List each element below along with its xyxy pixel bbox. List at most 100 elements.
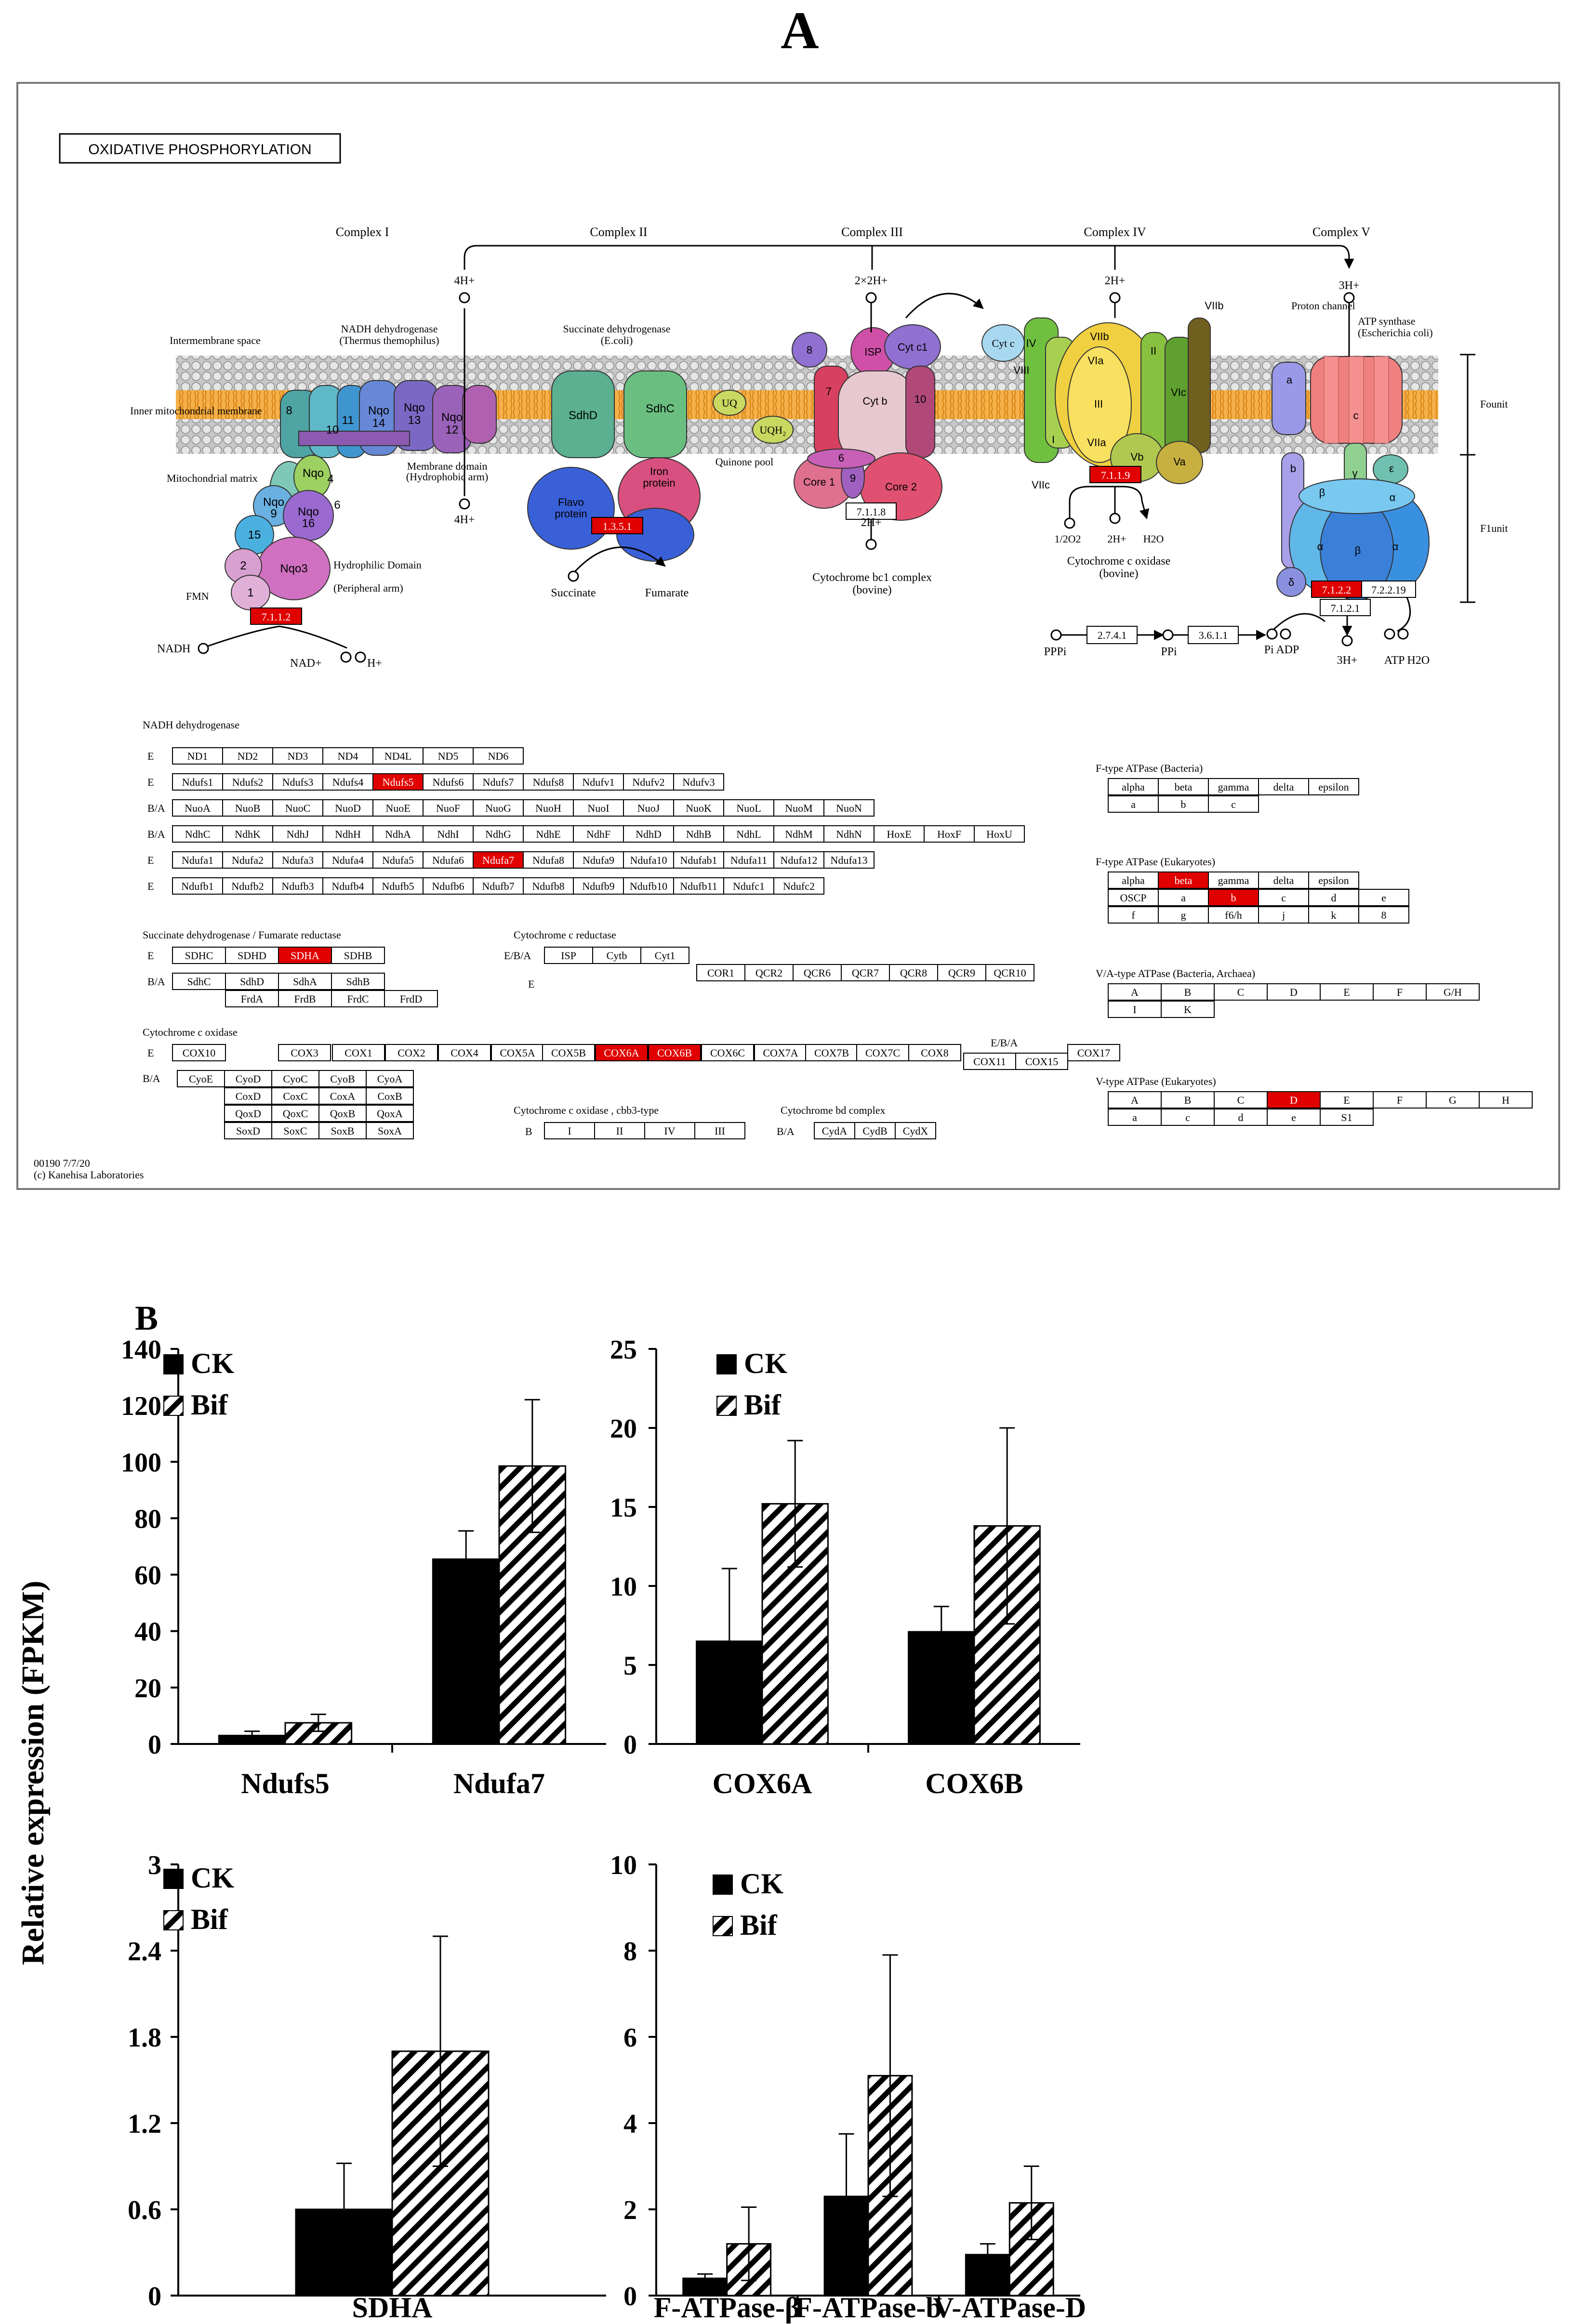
gene-box[interactable]	[1373, 983, 1427, 1001]
gene-box[interactable]	[278, 1044, 331, 1061]
gene-box[interactable]	[423, 825, 474, 843]
gene-box[interactable]	[372, 799, 424, 817]
gene-box[interactable]	[222, 799, 273, 817]
gene-box[interactable]	[1108, 906, 1159, 924]
gene-box[interactable]	[623, 877, 674, 895]
gene-box[interactable]	[473, 877, 524, 895]
gene-box[interactable]	[694, 1122, 745, 1139]
gene-box[interactable]	[895, 1122, 936, 1139]
gene-box[interactable]	[272, 851, 323, 869]
ec-1-3-5-1[interactable]	[591, 517, 643, 534]
gene-box[interactable]	[271, 1070, 319, 1087]
gene-box[interactable]	[623, 799, 674, 817]
gene-box[interactable]	[318, 1087, 367, 1105]
gene-box[interactable]	[318, 1105, 367, 1122]
gene-box[interactable]	[841, 964, 890, 981]
gene-box[interactable]	[1067, 1044, 1120, 1061]
gene-box[interactable]	[1161, 1001, 1215, 1018]
gene-box[interactable]	[322, 851, 373, 869]
gene-box[interactable]	[1308, 872, 1359, 889]
gene-box[interactable]	[172, 1044, 226, 1061]
gene-box[interactable]	[222, 747, 273, 765]
gene-box[interactable]	[1015, 1053, 1068, 1070]
gene-box[interactable]	[1258, 778, 1309, 795]
gene-box[interactable]	[573, 799, 624, 817]
gene-box[interactable]	[222, 877, 273, 895]
gene-box[interactable]	[177, 1070, 225, 1087]
gene-box[interactable]	[1161, 983, 1215, 1001]
gene-box[interactable]	[1161, 1091, 1215, 1109]
gene-box[interactable]	[366, 1070, 414, 1087]
gene-box[interactable]	[963, 1053, 1016, 1070]
gene-box[interactable]	[673, 851, 724, 869]
gene-box[interactable]	[696, 964, 745, 981]
gene-box[interactable]	[1158, 872, 1209, 889]
gene-box[interactable]	[271, 1105, 319, 1122]
gene-box[interactable]	[1108, 795, 1159, 813]
gene-box[interactable]	[224, 1122, 272, 1139]
ec-3-6-1-1[interactable]	[1188, 626, 1239, 644]
gene-box[interactable]	[332, 1044, 385, 1061]
gene-box[interactable]	[278, 973, 332, 990]
gene-box[interactable]	[523, 877, 574, 895]
gene-box[interactable]	[224, 1105, 272, 1122]
gene-box[interactable]	[823, 851, 875, 869]
gene-box[interactable]	[224, 1087, 272, 1105]
gene-box[interactable]	[814, 1122, 855, 1139]
gene-box[interactable]	[473, 747, 524, 765]
ec-7-1-2-1[interactable]	[1320, 599, 1371, 616]
gene-box[interactable]	[1208, 778, 1259, 795]
ec-7-1-1-8[interactable]	[846, 502, 897, 520]
gene-box[interactable]	[793, 964, 842, 981]
gene-box[interactable]	[1108, 983, 1162, 1001]
gene-box[interactable]	[438, 1044, 491, 1061]
ec-7-1-1-2[interactable]	[250, 607, 302, 625]
gene-box[interactable]	[385, 1044, 438, 1061]
gene-box[interactable]	[1161, 1109, 1215, 1126]
gene-box[interactable]	[648, 1044, 701, 1061]
gene-box[interactable]	[1308, 778, 1359, 795]
gene-box[interactable]	[1214, 983, 1268, 1001]
gene-box[interactable]	[1108, 1001, 1162, 1018]
gene-box[interactable]	[423, 799, 474, 817]
gene-box[interactable]	[372, 747, 424, 765]
gene-box[interactable]	[673, 825, 724, 843]
gene-box[interactable]	[224, 1070, 272, 1087]
gene-box[interactable]	[473, 851, 524, 869]
gene-box[interactable]	[1267, 1109, 1321, 1126]
gene-box[interactable]	[1267, 983, 1321, 1001]
gene-box[interactable]	[1158, 906, 1209, 924]
gene-box[interactable]	[673, 877, 724, 895]
gene-box[interactable]	[623, 773, 674, 791]
gene-box[interactable]	[542, 1044, 595, 1061]
gene-box[interactable]	[544, 1122, 595, 1139]
gene-box[interactable]	[754, 1044, 807, 1061]
gene-box[interactable]	[723, 877, 774, 895]
gene-box[interactable]	[523, 799, 574, 817]
gene-box[interactable]	[272, 799, 323, 817]
gene-box[interactable]	[331, 947, 385, 964]
gene-box[interactable]	[1208, 795, 1259, 813]
gene-box[interactable]	[225, 947, 279, 964]
gene-box[interactable]	[592, 947, 641, 964]
gene-box[interactable]	[272, 773, 323, 791]
ec-7-1-1-9[interactable]	[1089, 466, 1141, 483]
gene-box[interactable]	[225, 973, 279, 990]
gene-box[interactable]	[366, 1105, 414, 1122]
gene-box[interactable]	[823, 799, 875, 817]
gene-box[interactable]	[985, 964, 1034, 981]
gene-box[interactable]	[366, 1122, 414, 1139]
gene-box[interactable]	[908, 1044, 961, 1061]
gene-box[interactable]	[1108, 872, 1159, 889]
gene-box[interactable]	[673, 799, 724, 817]
gene-box[interactable]	[1358, 906, 1409, 924]
gene-box[interactable]	[1426, 983, 1480, 1001]
gene-box[interactable]	[172, 825, 223, 843]
gene-box[interactable]	[423, 747, 474, 765]
ec-2-7-4-1[interactable]	[1087, 626, 1138, 644]
gene-box[interactable]	[1214, 1109, 1268, 1126]
gene-box[interactable]	[322, 799, 373, 817]
gene-box[interactable]	[937, 964, 986, 981]
gene-box[interactable]	[423, 851, 474, 869]
gene-box[interactable]	[773, 877, 824, 895]
